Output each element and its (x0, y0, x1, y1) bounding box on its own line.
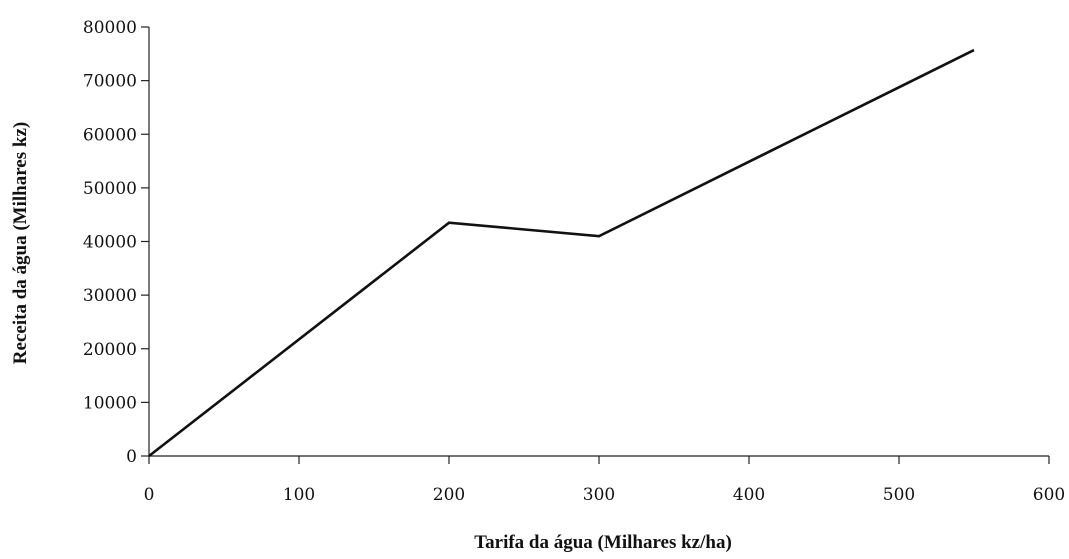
x-tick-label: 100 (283, 485, 315, 505)
y-tick-marks (141, 26, 149, 457)
y-tick-labels: 0 10000 20000 30000 40000 50000 60000 70000 8000… (83, 18, 137, 467)
x-axis-title: Tarifa da água (Milhares kz/ha) (474, 532, 732, 553)
x-tick-label: 300 (583, 485, 615, 505)
x-tick-label: 200 (433, 485, 465, 505)
x-tick-label: 0 (144, 485, 155, 505)
x-tick-labels: 0 100 200 300 400 500 600 (144, 485, 1066, 505)
y-tick-label: 40000 (83, 233, 137, 253)
y-tick-label: 50000 (83, 179, 137, 199)
y-tick-label: 60000 (83, 125, 137, 145)
y-tick-label: 30000 (83, 286, 137, 306)
y-tick-label: 70000 (83, 72, 137, 92)
x-tick-marks (148, 456, 1050, 464)
y-tick-label: 10000 (83, 393, 137, 413)
series-line (148, 48, 975, 458)
x-tick-label: 600 (1033, 485, 1065, 505)
x-tick-label: 400 (733, 485, 765, 505)
x-tick-label: 500 (883, 485, 915, 505)
y-axis-title: Receita da água (Milhares kz) (10, 122, 31, 364)
y-tick-label: 20000 (83, 340, 137, 360)
y-tick-label: 80000 (83, 18, 137, 38)
y-tick-label: 0 (126, 447, 137, 467)
